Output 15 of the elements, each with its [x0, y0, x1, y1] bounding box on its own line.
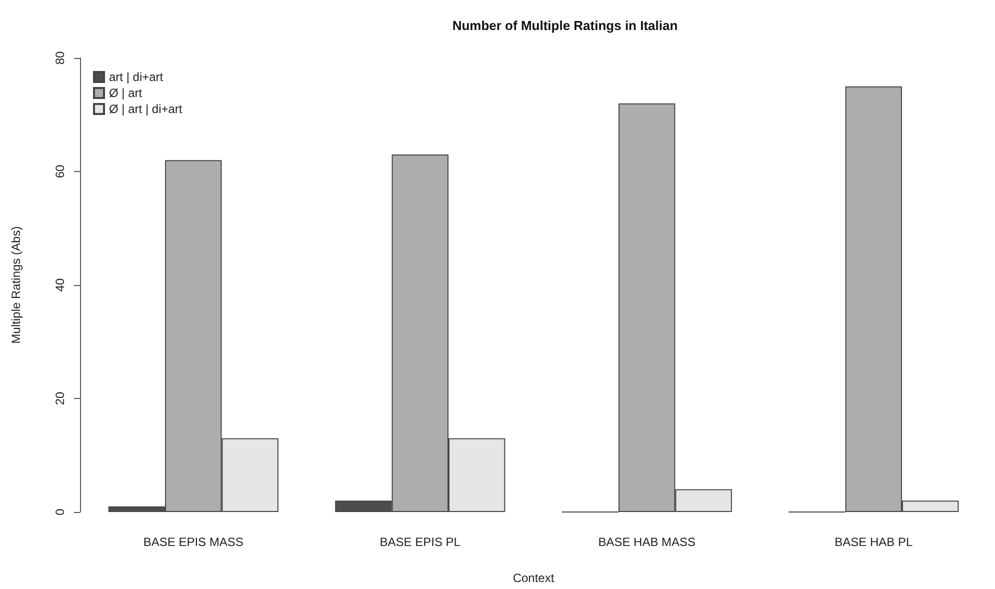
legend-label: Ø | art | di+art — [109, 102, 183, 116]
y-tick-label: 0 — [53, 508, 67, 516]
legend-label: Ø | art — [109, 86, 143, 100]
x-axis-title: Context — [512, 571, 555, 585]
x-tick-label: BASE HAB PL — [834, 535, 913, 549]
y-tick-label: 20 — [53, 392, 67, 406]
y-axis-title: Multiple Ratings (Abs) — [9, 226, 23, 344]
y-tick-label: 40 — [53, 278, 67, 292]
x-tick-label: BASE HAB MASS — [598, 535, 696, 549]
x-tick-label: BASE EPIS PL — [380, 535, 461, 549]
y-tick-label: 60 — [53, 164, 67, 178]
legend-label: art | di+art — [109, 70, 164, 84]
y-tick-label: 80 — [53, 51, 67, 65]
x-tick-label: BASE EPIS MASS — [143, 535, 244, 549]
chart-title: Number of Multiple Ratings in Italian — [452, 18, 678, 33]
